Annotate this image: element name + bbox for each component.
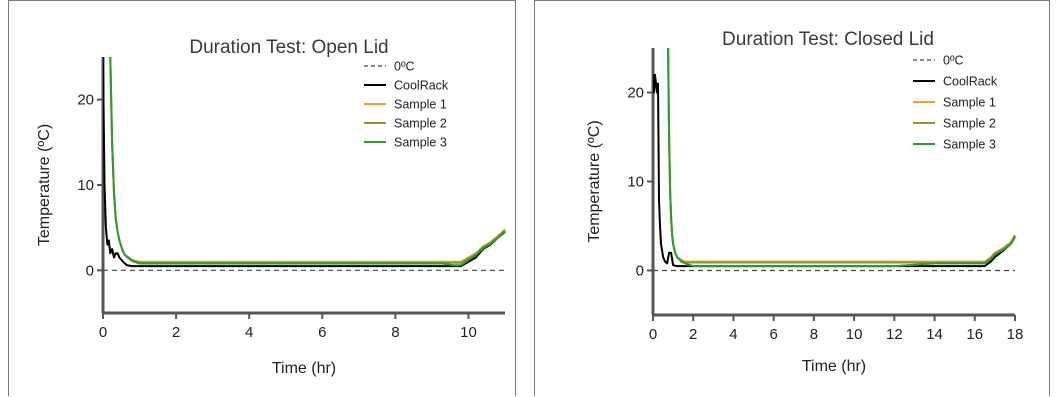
- series-line-coolrack: [653, 73, 1016, 268]
- plot-area: [103, 56, 506, 271]
- x-axis-label: Time (hr): [802, 358, 866, 375]
- legend-label-sample-1: Sample 1: [943, 96, 996, 110]
- series-line-sample-3: [109, 56, 506, 267]
- x-tick-label: 16: [966, 326, 983, 343]
- legend-label-sample-2: Sample 2: [943, 117, 996, 131]
- legend-label-sample-3: Sample 3: [943, 138, 996, 152]
- chart-panel-closed-lid: Duration Test: Closed Lid 0 2 4 6 8 10 12 14 16 18…: [534, 0, 1050, 396]
- x-tick-label: 18: [1007, 326, 1024, 343]
- x-tick-label: 2: [172, 324, 180, 341]
- y-tick-label: 20: [77, 92, 94, 109]
- x-tick-label: 4: [245, 324, 253, 341]
- legend-label-sample-2: Sample 2: [394, 117, 447, 131]
- legend-label-sample-1: Sample 1: [394, 98, 447, 112]
- x-tick-label: 6: [318, 324, 326, 341]
- x-tick-label: 0: [649, 326, 657, 343]
- x-tick-label: 10: [846, 326, 863, 343]
- legend-label-coolrack: CoolRack: [943, 75, 998, 89]
- chart-title: Duration Test: Closed Lid: [722, 29, 934, 50]
- legend-label-0-c: 0ºC: [943, 54, 964, 68]
- y-tick-label: 0: [636, 263, 644, 280]
- y-axis-label: Temperature (ºC): [36, 124, 53, 246]
- x-tick-label: 4: [729, 326, 737, 343]
- chart-panel-open-lid: Duration Test: Open Lid 0 2 4 6 8 10 0 10 20 Time …: [8, 0, 516, 396]
- x-tick-label: 2: [689, 326, 697, 343]
- y-tick-label: 10: [627, 174, 644, 191]
- x-tick-label: 12: [886, 326, 903, 343]
- x-tick-label: 10: [460, 324, 477, 341]
- y-tick-label: 10: [77, 177, 94, 194]
- legend-label-sample-3: Sample 3: [394, 136, 447, 150]
- x-axis-label: Time (hr): [272, 360, 336, 377]
- x-tick-label: 0: [99, 324, 107, 341]
- legend-label-0-c: 0ºC: [394, 60, 415, 74]
- y-tick-label: 20: [627, 85, 644, 102]
- legend-label-coolrack: CoolRack: [394, 79, 449, 93]
- x-tick-label: 6: [769, 326, 777, 343]
- x-tick-label: 8: [391, 324, 399, 341]
- x-tick-label: 14: [926, 326, 943, 343]
- x-tick-label: 8: [810, 326, 818, 343]
- chart-title: Duration Test: Open Lid: [189, 37, 388, 58]
- chart-closed-lid: Duration Test: Closed Lid 0 2 4 6 8 10 12 14 16 18…: [586, 29, 1024, 375]
- plot-area: [653, 47, 1016, 272]
- series-line-coolrack: [103, 56, 506, 268]
- y-axis-label: Temperature (ºC): [586, 120, 603, 242]
- y-tick-label: 0: [86, 262, 94, 279]
- chart-open-lid: Duration Test: Open Lid 0 2 4 6 8 10 0 10 20 Time …: [36, 37, 506, 377]
- series-line-sample-3: [667, 47, 1016, 268]
